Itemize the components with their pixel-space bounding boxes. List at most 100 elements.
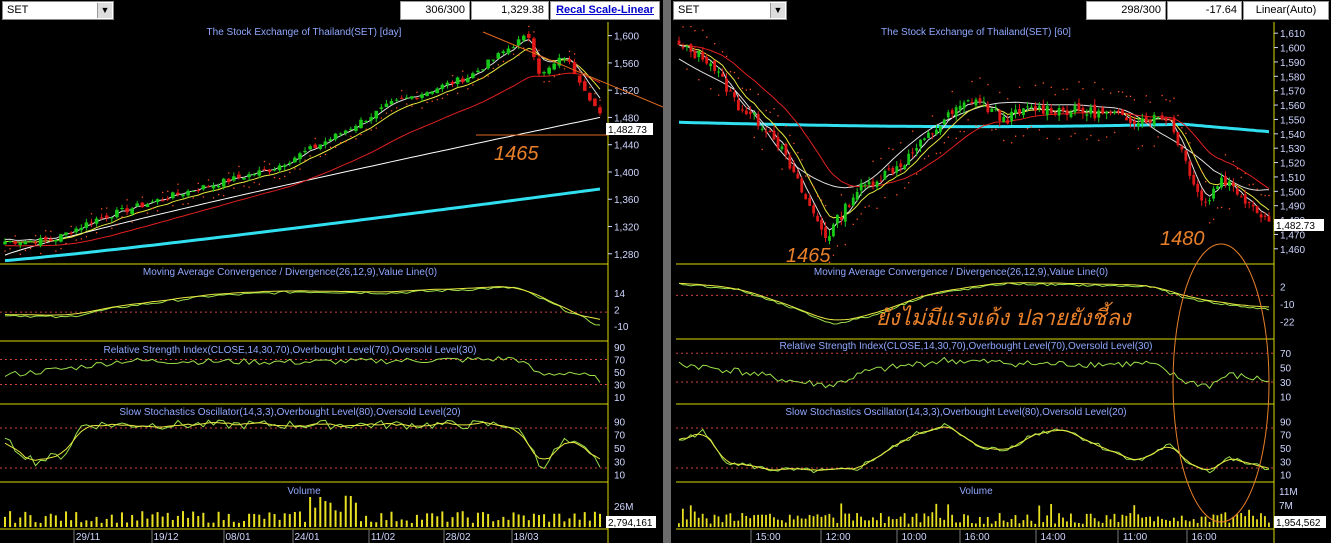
left-volume-bar — [375, 522, 378, 527]
left-rsi-title: Relative Strength Index(CLOSE,14,30,70),… — [104, 345, 477, 356]
right-candle — [784, 143, 788, 155]
right-sar-dot — [991, 129, 993, 131]
right-rsi-title: Relative Strength Index(CLOSE,14,30,70),… — [780, 341, 1153, 352]
right-chart[interactable]: The Stock Exchange of Thailand(SET) [60]… — [671, 22, 1331, 543]
left-sar-dot — [279, 177, 281, 180]
right-sar-dot — [1066, 88, 1068, 90]
right-sar-dot — [999, 91, 1001, 94]
panel-splitter[interactable] — [663, 0, 671, 543]
right-macd-tick: -22 — [1280, 317, 1295, 328]
left-candle — [394, 99, 399, 101]
right-scale-toggle[interactable]: Linear(Auto) — [1243, 1, 1329, 20]
right-sar-dot — [1078, 81, 1080, 83]
right-price-axis: 1,610 1,600 1,590 1,580 1,570 1,560 1,550 1,540… — [1274, 29, 1305, 256]
left-sar-dot — [558, 73, 561, 75]
right-candle — [855, 191, 859, 200]
left-sar-dot — [294, 168, 296, 170]
right-volume-bar — [733, 520, 736, 527]
right-price-plot — [677, 25, 1271, 263]
chevron-down-icon[interactable]: ▼ — [97, 3, 112, 18]
left-volume-bar — [558, 513, 561, 527]
left-rsi-tick: 90 — [614, 343, 626, 354]
left-volume-bar — [181, 511, 184, 527]
left-candle — [491, 59, 496, 61]
right-sar-dot — [864, 206, 866, 208]
right-volume-bar — [697, 517, 700, 527]
left-volume-bar — [537, 515, 540, 527]
right-sar-dot — [1209, 222, 1211, 224]
right-volume-bar — [796, 515, 799, 527]
right-candle — [1109, 112, 1113, 114]
left-volume-bar — [161, 516, 164, 527]
left-volume-bar — [120, 512, 123, 527]
right-volume-bar — [891, 519, 894, 527]
left-volume-bar — [395, 521, 398, 527]
left-volume-bar — [309, 497, 312, 527]
left-volume-bar — [548, 521, 551, 527]
left-price-tag-text: 1,482.73 — [608, 125, 647, 136]
left-candle — [323, 141, 328, 146]
right-sar-dot — [1018, 86, 1021, 88]
right-volume-bar — [1034, 523, 1037, 527]
right-candle — [1117, 110, 1120, 112]
left-candle — [343, 130, 348, 134]
left-candle — [308, 146, 312, 150]
left-macd-tick: 2 — [614, 305, 620, 316]
left-chart[interactable]: The Stock Exchange of Thailand(SET) [day… — [0, 22, 663, 543]
left-stoch-tick: 50 — [614, 444, 626, 455]
left-candle — [272, 169, 277, 171]
left-sar-dot — [421, 107, 423, 109]
right-time-label: 15:00 — [755, 532, 780, 543]
right-sar-dot — [927, 155, 930, 157]
right-sar-dot — [1177, 114, 1179, 117]
left-volume-bar — [471, 522, 474, 527]
left-candle — [206, 186, 211, 188]
left-candle — [547, 67, 551, 74]
left-stoch-tick: 90 — [614, 417, 626, 428]
left-candle — [140, 202, 145, 208]
left-sar-dot — [238, 165, 240, 168]
right-candle — [1053, 112, 1057, 115]
left-volume-bar — [370, 521, 373, 527]
left-volume-bar — [197, 516, 200, 527]
right-sar-dot — [1106, 136, 1108, 138]
right-candle — [1049, 108, 1053, 114]
left-candle — [247, 174, 251, 178]
right-sar-dot — [1121, 91, 1124, 93]
right-sar-dot — [1149, 101, 1151, 103]
right-candle — [713, 60, 717, 71]
right-macd-tick: -10 — [1280, 300, 1295, 311]
left-symbol-select[interactable]: SET ▼ — [2, 1, 114, 20]
left-candle — [349, 128, 353, 130]
right-candle — [851, 197, 855, 206]
right-candle — [887, 168, 891, 170]
right-sar-dot — [1054, 94, 1056, 96]
left-candle — [359, 119, 363, 129]
left-candle — [562, 58, 567, 60]
left-volume-bar — [456, 512, 459, 527]
right-candle — [938, 125, 942, 133]
right-candle — [950, 110, 954, 115]
right-sar-dot — [710, 88, 712, 90]
right-sar-dot — [1074, 132, 1076, 135]
right-volume-bar — [741, 513, 744, 527]
left-candle — [48, 238, 53, 241]
right-symbol-select[interactable]: SET ▼ — [673, 1, 787, 20]
left-sar-dot — [426, 101, 428, 104]
left-sar-dot — [192, 197, 194, 199]
left-volume-bar — [141, 511, 144, 527]
right-candle — [1239, 196, 1243, 198]
right-candle — [1243, 194, 1247, 204]
left-volume-bar — [263, 518, 266, 527]
left-volume-bar — [54, 515, 57, 527]
right-volume-bar — [804, 518, 807, 527]
left-volume-bar — [400, 519, 403, 527]
left-candle — [287, 162, 292, 165]
right-price-tick: 1,560 — [1280, 101, 1305, 112]
right-candle — [824, 227, 827, 238]
left-scale-toggle[interactable]: Recal Scale-Linear — [550, 1, 660, 20]
left-candle — [593, 98, 597, 107]
right-volume-bar — [1129, 513, 1132, 527]
chevron-down-icon[interactable]: ▼ — [770, 3, 785, 18]
right-volume-bar — [1172, 517, 1175, 527]
